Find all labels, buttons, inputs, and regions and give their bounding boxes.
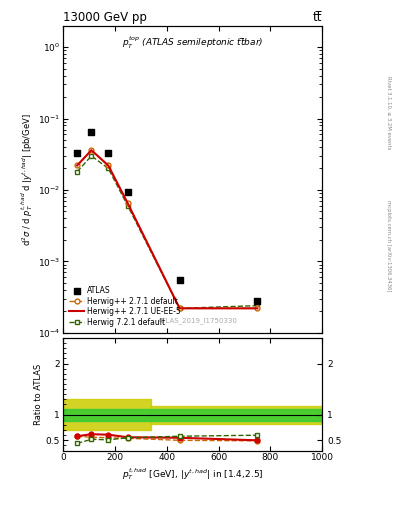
Text: $p_T^{top}$ (ATLAS semileptonic tt̅bar): $p_T^{top}$ (ATLAS semileptonic tt̅bar) <box>122 35 263 51</box>
Herwig++ 2.7.1 UE-EE-5 <box>106 162 111 168</box>
Herwig++ 2.7.1 UE-EE-5 <box>89 147 94 153</box>
ATLAS <box>254 297 261 305</box>
ATLAS <box>176 276 183 284</box>
Text: tt̅: tt̅ <box>313 11 322 25</box>
Herwig 7.2.1 default <box>89 153 94 159</box>
Herwig++ 2.7.1 UE-EE-5 <box>255 305 260 311</box>
ATLAS <box>88 128 95 136</box>
Herwig 7.2.1 default <box>75 168 79 175</box>
Y-axis label: d$^2\sigma$ / d $p_T^{t,had}$ d $|y^{t,had}|$ [pb/GeV]: d$^2\sigma$ / d $p_T^{t,had}$ d $|y^{t,h… <box>19 113 35 246</box>
Line: Herwig 7.2.1 default: Herwig 7.2.1 default <box>75 154 260 311</box>
Herwig++ 2.7.1 default <box>106 162 111 168</box>
Herwig++ 2.7.1 UE-EE-5 <box>125 200 130 206</box>
Herwig++ 2.7.1 UE-EE-5 <box>75 162 79 168</box>
Y-axis label: Ratio to ATLAS: Ratio to ATLAS <box>34 364 43 425</box>
Herwig 7.2.1 default <box>125 203 130 209</box>
Herwig 7.2.1 default <box>255 303 260 309</box>
Text: mcplots.cern.ch [arXiv:1306.3436]: mcplots.cern.ch [arXiv:1306.3436] <box>386 200 391 291</box>
ATLAS <box>105 149 112 157</box>
Herwig++ 2.7.1 default <box>125 200 130 206</box>
Herwig++ 2.7.1 default <box>255 305 260 311</box>
ATLAS <box>125 187 131 196</box>
Herwig++ 2.7.1 default <box>177 305 182 311</box>
Herwig++ 2.7.1 default <box>75 162 79 168</box>
Herwig++ 2.7.1 default <box>89 147 94 153</box>
ATLAS <box>74 149 80 157</box>
Herwig 7.2.1 default <box>177 305 182 311</box>
X-axis label: $p_T^{t,had}$ [GeV], $|y^{t,had}|$ in [1.4,2.5]: $p_T^{t,had}$ [GeV], $|y^{t,had}|$ in [1… <box>122 466 263 482</box>
Line: Herwig++ 2.7.1 default: Herwig++ 2.7.1 default <box>75 148 260 311</box>
Text: ATLAS_2019_I1750330: ATLAS_2019_I1750330 <box>158 317 238 324</box>
Text: Rivet 3.1.10, ≥ 3.2M events: Rivet 3.1.10, ≥ 3.2M events <box>386 76 391 150</box>
Legend: ATLAS, Herwig++ 2.7.1 default, Herwig++ 2.7.1 UE-EE-5, Herwig 7.2.1 default: ATLAS, Herwig++ 2.7.1 default, Herwig++ … <box>67 284 184 329</box>
Herwig 7.2.1 default <box>106 165 111 172</box>
Text: 13000 GeV pp: 13000 GeV pp <box>63 11 147 25</box>
Herwig++ 2.7.1 UE-EE-5 <box>177 305 182 311</box>
Line: Herwig++ 2.7.1 UE-EE-5: Herwig++ 2.7.1 UE-EE-5 <box>77 150 257 308</box>
